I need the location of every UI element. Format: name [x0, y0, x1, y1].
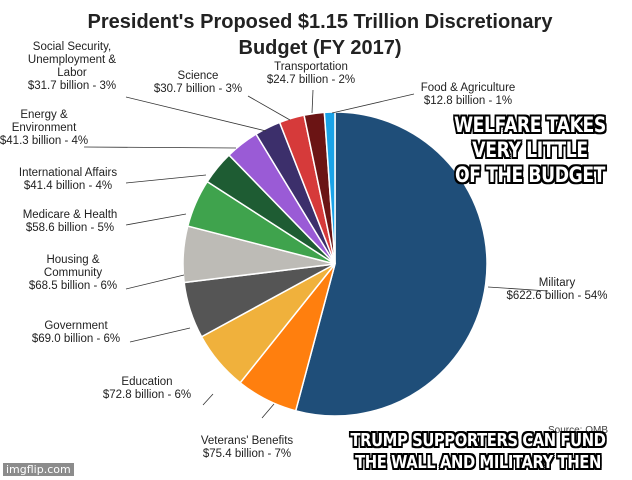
- slice-label: International Affairs $41.4 billion - 4%: [19, 167, 117, 192]
- meme-caption-bottom-line: THE WALL AND MILITARY THEN: [355, 452, 601, 473]
- leader-line: [247, 95, 291, 121]
- leader-line: [125, 213, 187, 226]
- leader-line: [311, 89, 314, 114]
- slice-label: Military $622.6 billion - 54%: [506, 277, 607, 302]
- slice-label: Transportation $24.7 billion - 2%: [267, 61, 355, 86]
- slice-label: Science $30.7 billion - 3%: [154, 70, 242, 95]
- meme-caption-bottom-line: TRUMP SUPPORTERS CAN FUND: [350, 430, 606, 451]
- leader-line: [125, 274, 185, 290]
- meme-caption-top-line: WELFARE TAKES: [454, 113, 606, 137]
- meme-caption-top-line: OF THE BUDGET: [454, 163, 606, 187]
- slice-label: Government $69.0 billion - 6%: [32, 320, 120, 345]
- meme-caption-top-line: VERY LITTLE: [472, 138, 588, 162]
- watermark: imgflip.com: [3, 463, 74, 476]
- leader-line: [331, 93, 415, 114]
- leader-line: [125, 174, 207, 184]
- slice-label: Social Security, Unemployment & Labor $31.7…: [28, 41, 117, 92]
- slice-label: Housing & Community $68.5 billion - 6%: [29, 254, 117, 292]
- leader-line: [83, 146, 237, 149]
- chart-title-line-1: President's Proposed $1.15 Trillion Disc…: [87, 11, 553, 33]
- pie-slice-military: [294, 111, 488, 417]
- meme-caption-bottom: TRUMP SUPPORTERS CAN FUND THE WALL AND M…: [347, 430, 609, 474]
- leader-line: [125, 96, 267, 132]
- leader-line: [261, 403, 275, 419]
- slice-label: Food & Agriculture $12.8 billion - 1%: [421, 82, 516, 107]
- leader-line: [129, 327, 191, 343]
- slice-label: Veterans' Benefits $75.4 billion - 7%: [201, 435, 294, 460]
- leader-line: [487, 286, 549, 292]
- meme-caption-top: WELFARE TAKES VERY LITTLE OF THE BUDGET: [440, 113, 620, 188]
- leader-line: [202, 393, 214, 406]
- slice-label: Medicare & Health $58.6 billion - 5%: [23, 209, 118, 234]
- source-note: Source: OMB: [548, 425, 609, 436]
- chart-title-line-2: Budget (FY 2017): [238, 37, 402, 59]
- slice-label: Education $72.8 billion - 6%: [103, 376, 191, 401]
- slice-label: Energy & Environment $41.3 billion - 4%: [0, 109, 88, 147]
